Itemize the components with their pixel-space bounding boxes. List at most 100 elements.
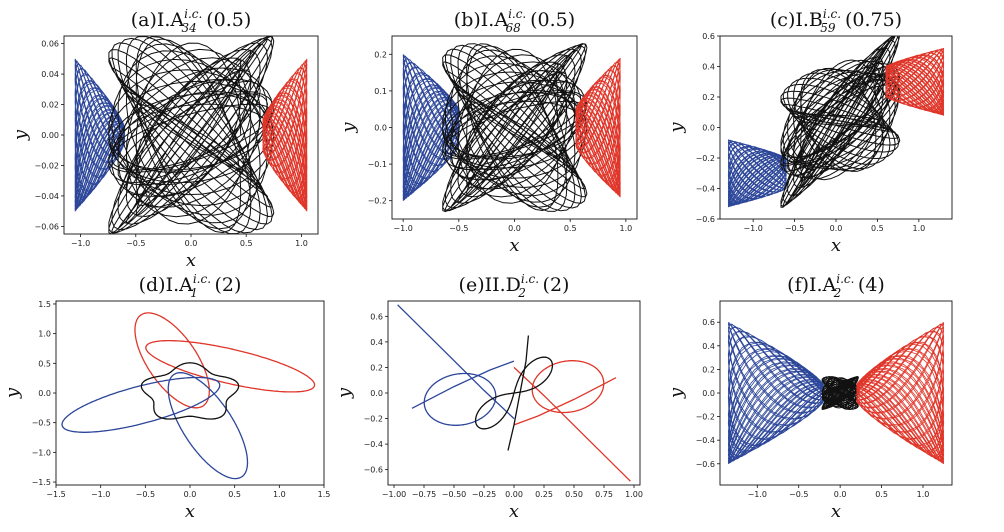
y-tick-label-a-0: −0.06: [34, 222, 59, 231]
y-axis-label-d: y: [2, 387, 23, 399]
panel-b: −1.0 −0.5 0.0 0.5 1.0 −0.2 −0.1 0.0 0.1 0.2 x y (b)I…: [338, 7, 638, 256]
y-tick-label-e-4: 0.2: [370, 363, 383, 372]
y-tick-label-a-1: −0.04: [34, 192, 59, 201]
panel-a: −1.0 −0.5 0.0 0.5 1.0 −0.06 −0.04 −0.02 0.00 0.02…: [10, 7, 319, 271]
y-tick-label-e-2: −0.2: [364, 415, 383, 424]
y-tick-label-d-4: 0.5: [38, 359, 51, 368]
series-left-e-2: [411, 360, 515, 409]
y-tick-label-b-0: −0.2: [368, 197, 387, 206]
y-tick-label-e-3: 0.0: [370, 389, 383, 398]
x-tick-label-e-7: 0.75: [595, 490, 613, 499]
y-tick-label-b-1: −0.1: [368, 160, 387, 169]
series-center-e-7: [507, 335, 530, 451]
series-right-d-0: [145, 339, 316, 393]
x-tick-label-d-4: 0.5: [228, 490, 241, 499]
series-right-e-3: [513, 366, 631, 482]
y-tick-label-d-5: 1.0: [38, 330, 51, 339]
y-tick-label-c-3: 0.0: [702, 124, 715, 133]
y-tick-label-f-0: −0.6: [696, 460, 715, 469]
x-tick-label-f-4: 1.0: [917, 490, 930, 499]
series-right-e-4: [531, 360, 605, 414]
x-tick-label-f-1: −0.5: [789, 490, 808, 499]
y-tick-label-d-3: 0.0: [38, 389, 51, 398]
x-tick-label-b-4: 1.0: [619, 224, 632, 233]
x-tick-label-d-0: −1.5: [46, 490, 65, 499]
y-tick-label-f-4: 0.2: [702, 365, 715, 374]
x-tick-label-c-1: −0.5: [785, 224, 804, 233]
series-center-b-1: [442, 43, 588, 213]
plot-area-c: [727, 36, 945, 208]
x-tick-label-b-2: 0.0: [508, 224, 521, 233]
y-axis-label-f: y: [666, 387, 687, 399]
x-tick-label-e-0: −1.00: [382, 490, 407, 499]
y-tick-label-c-0: −0.6: [696, 215, 715, 224]
x-axis-label-d: x: [185, 501, 195, 522]
x-tick-label-a-2: 0.0: [185, 239, 198, 248]
series-center-e-6: [474, 356, 554, 430]
x-tick-label-b-3: 0.5: [564, 224, 577, 233]
chart-title-a: (a)I.Ai.c. 34 (0.5): [131, 7, 252, 35]
x-tick-label-f-0: −1.0: [748, 490, 767, 499]
panel-e: −1.00 −0.75 −0.50 −0.25 0.00 0.25 0.50 0.75 1.00…: [334, 272, 643, 522]
x-axis-label-f: x: [831, 501, 841, 522]
x-tick-label-d-1: −1.0: [91, 490, 110, 499]
y-tick-label-a-6: 0.06: [41, 40, 59, 49]
x-tick-label-e-2: −0.50: [442, 490, 467, 499]
y-tick-label-e-6: 0.6: [370, 312, 383, 321]
series-left-d-2: [61, 376, 221, 433]
y-tick-label-a-3: 0.00: [41, 131, 59, 140]
x-tick-label-a-4: 1.0: [295, 239, 308, 248]
series-right-a-2: [262, 58, 308, 212]
y-tick-label-e-5: 0.4: [370, 338, 383, 347]
x-tick-label-e-1: −0.75: [412, 490, 437, 499]
series-right-f-2: [856, 322, 945, 465]
x-tick-label-f-3: 0.5: [875, 490, 888, 499]
panel-d: −1.5 −1.0 −0.5 0.0 0.5 1.0 1.5 −1.5 −1.0 −0.5 0.0 0…: [2, 272, 330, 522]
series-left-e-0: [397, 304, 515, 420]
series-left-e-1: [423, 372, 497, 426]
y-tick-label-c-1: −0.4: [696, 185, 715, 194]
x-axis-label-a: x: [186, 250, 196, 271]
x-axis-label-c: x: [831, 235, 841, 256]
x-tick-label-d-3: 0.0: [184, 490, 197, 499]
x-tick-label-c-4: 1.0: [912, 224, 925, 233]
chart-title-f: (f)I.Ai.c. 2 (4): [787, 272, 885, 300]
chart-title-d: (d)I.Ai.c. 1 (2): [139, 272, 242, 300]
x-tick-label-b-0: −1.0: [393, 224, 412, 233]
y-tick-label-f-3: 0.0: [702, 389, 715, 398]
y-tick-label-a-2: −0.02: [34, 161, 59, 170]
y-tick-label-e-1: −0.4: [364, 440, 383, 449]
plot-area-a: [74, 36, 308, 234]
y-axis-label-c: y: [666, 122, 687, 134]
y-tick-label-d-6: 1.5: [38, 300, 51, 309]
y-tick-label-b-3: 0.1: [374, 87, 387, 96]
x-tick-label-d-6: 1.5: [318, 490, 331, 499]
x-tick-label-a-3: 0.5: [240, 239, 253, 248]
y-axis-label-b: y: [338, 122, 359, 134]
y-tick-label-d-1: −1.0: [32, 448, 51, 457]
series-center-c-1: [780, 36, 901, 208]
chart-title-c: (c)I.Bi.c. 59 (0.75): [770, 7, 902, 35]
y-tick-label-a-5: 0.04: [41, 70, 59, 79]
plot-area-f: [727, 322, 945, 465]
x-tick-label-d-2: −0.5: [136, 490, 155, 499]
series-left-d-3: [167, 372, 249, 480]
y-tick-label-f-2: −0.2: [696, 413, 715, 422]
x-tick-label-a-0: −1.0: [71, 239, 90, 248]
x-axis-label-b: x: [509, 235, 519, 256]
chart-title-b: (b)I.Ai.c. 68 (0.5): [454, 7, 575, 35]
x-tick-label-c-2: 0.0: [830, 224, 843, 233]
y-tick-label-b-2: 0.0: [374, 124, 387, 133]
y-tick-label-a-4: 0.02: [41, 101, 59, 110]
plot-area-b: [402, 43, 621, 213]
x-tick-label-d-5: 1.0: [273, 490, 286, 499]
y-tick-label-f-1: −0.4: [696, 436, 715, 445]
x-tick-label-e-3: −0.25: [472, 490, 497, 499]
x-axis-label-e: x: [509, 501, 519, 522]
series-center-f-1: [821, 376, 859, 410]
y-tick-label-c-6: 0.6: [702, 32, 715, 41]
y-tick-label-d-0: −1.5: [32, 478, 51, 487]
x-tick-label-c-0: −1.0: [743, 224, 762, 233]
plot-area-e: [397, 304, 631, 482]
